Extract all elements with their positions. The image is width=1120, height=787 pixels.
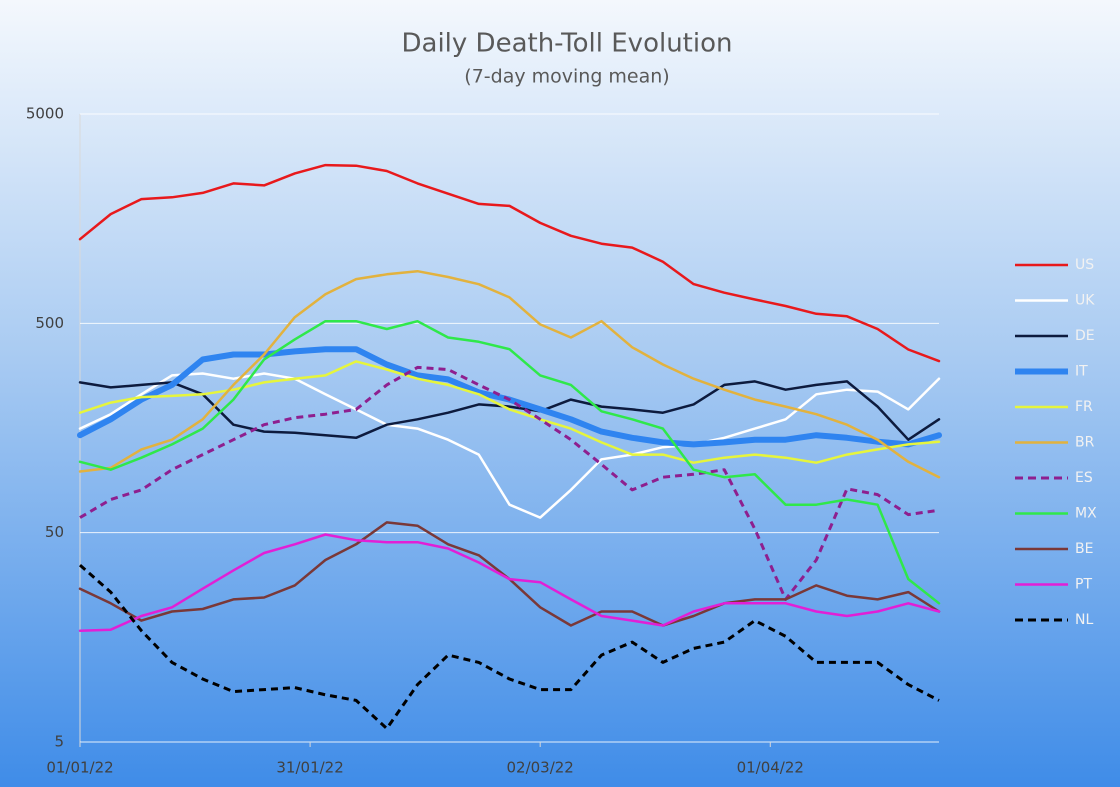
series-line xyxy=(78,360,941,464)
legend-label: UK xyxy=(1075,293,1095,309)
series-line xyxy=(78,533,941,632)
legend-label: DE xyxy=(1075,328,1095,344)
legend-label: BR xyxy=(1075,435,1095,451)
legend-label: BE xyxy=(1075,541,1093,557)
chart-title: Daily Death-Toll Evolution xyxy=(402,29,733,59)
x-tick-label: 01/01/22 xyxy=(46,759,113,777)
y-tick-label: 50 xyxy=(45,523,64,541)
series-line xyxy=(78,372,941,519)
series-line xyxy=(79,365,940,601)
series-line xyxy=(78,269,941,479)
x-tick-label: 31/01/22 xyxy=(276,759,343,777)
series-line xyxy=(78,380,941,441)
y-tick-label: 5 xyxy=(54,733,64,751)
y-tick-label: 500 xyxy=(35,314,64,332)
legend-label: MX xyxy=(1075,506,1097,522)
series-line xyxy=(79,563,940,730)
legend-label: NL xyxy=(1075,612,1093,628)
x-tick-label: 01/04/22 xyxy=(737,759,804,777)
chart-subtitle: (7-day moving mean) xyxy=(464,66,669,88)
legend-label: IT xyxy=(1075,364,1088,380)
legend-label: US xyxy=(1075,257,1094,273)
y-tick-label: 5000 xyxy=(26,105,64,123)
legend-label: FR xyxy=(1075,399,1093,415)
x-tick-label: 02/03/22 xyxy=(506,759,573,777)
legend-label: ES xyxy=(1075,470,1093,486)
series-line xyxy=(78,163,941,363)
series-line xyxy=(78,319,941,605)
legend-label: PT xyxy=(1075,577,1092,593)
